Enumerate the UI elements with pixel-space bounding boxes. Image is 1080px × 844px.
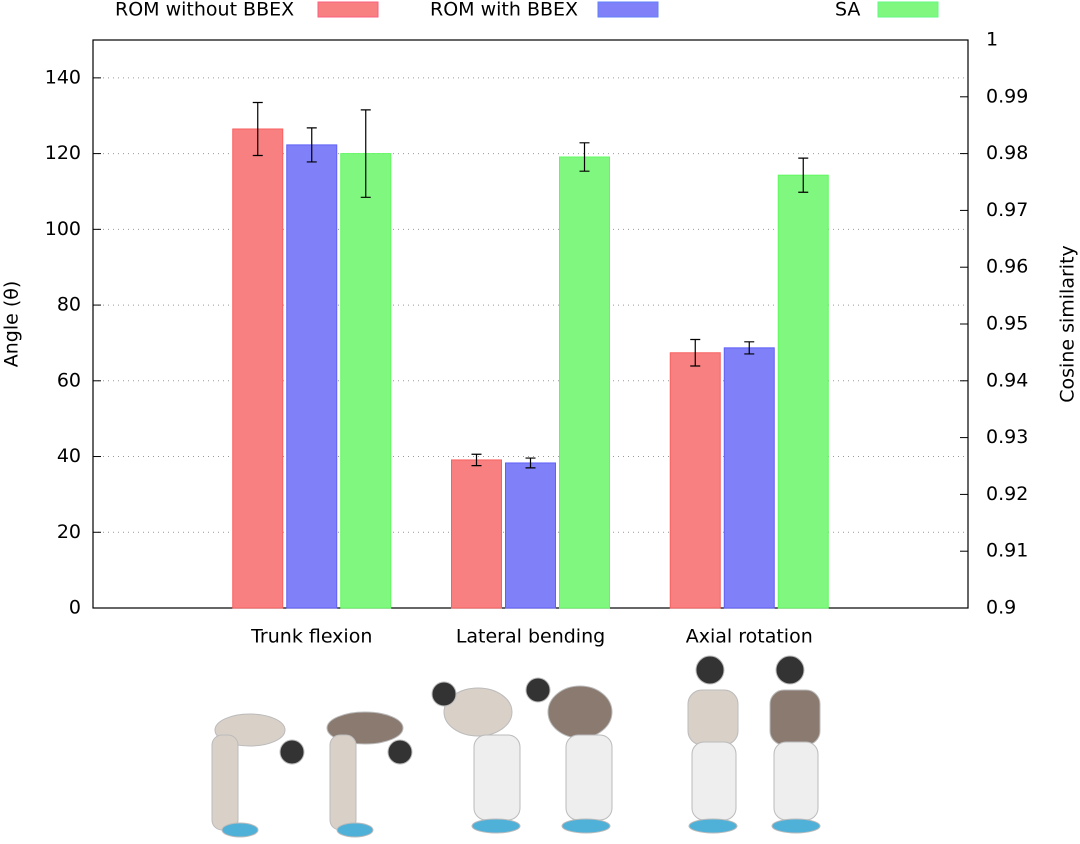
x-tick-label: Axial rotation [686,626,813,648]
bar [340,153,392,609]
y2-tick-label: 0.94 [986,369,1028,391]
bar [777,174,829,609]
y2-tick-label: 0.93 [986,426,1028,448]
error-bar [798,157,809,193]
error-bar [252,101,263,157]
y2-tick-label: 0.95 [986,313,1028,335]
photos [211,655,821,838]
bar [559,156,610,609]
y-tick-label: 40 [57,445,81,467]
error-bar [471,453,482,467]
figure [525,677,613,834]
legend-swatch [877,1,939,18]
y2-tick-label: 0.99 [986,85,1028,107]
legend-swatch [597,1,659,18]
y2-tick-label: 0.98 [986,142,1028,164]
legend-label: SA [835,0,860,21]
error-bar [690,338,701,367]
error-bar [579,142,590,172]
x-tick-label: Lateral bending [456,626,605,648]
y2-tick-label: 0.92 [986,483,1028,505]
error-bar [306,127,317,163]
x-tick-label: Trunk flexion [250,626,372,648]
bar [232,128,284,609]
y-axis-label: Angle (θ) [1,281,23,368]
y2-tick-label: 1 [986,29,998,51]
figure [769,655,821,834]
figure [211,713,305,838]
y-tick-label: 60 [57,369,81,391]
y2-tick-label: 0.91 [986,540,1028,562]
bar [286,144,338,609]
error-bar [525,457,536,469]
bar [505,462,556,609]
error-bar [360,109,371,198]
figure [687,655,739,834]
y2-tick-label: 0.97 [986,199,1028,221]
y2-axis-label: Cosine similarity [1057,245,1079,403]
y-tick-label: 80 [57,294,81,316]
error-bar [744,341,755,355]
legend-label: ROM with BBEX [430,0,578,21]
y-tick-label: 140 [45,66,81,88]
y-tick-label: 100 [45,218,81,240]
figure [326,711,413,838]
bar [723,347,775,609]
legend-swatch [317,1,379,18]
y-tick-label: 20 [57,521,81,543]
y-tick-label: 120 [45,142,81,164]
bar [451,459,502,609]
y-tick-label: 0 [69,597,81,619]
legend-label: ROM without BBEX [115,0,294,21]
figure [431,681,521,834]
bar [669,352,721,609]
y2-tick-label: 0.96 [986,256,1028,278]
y2-tick-label: 0.9 [986,597,1016,619]
